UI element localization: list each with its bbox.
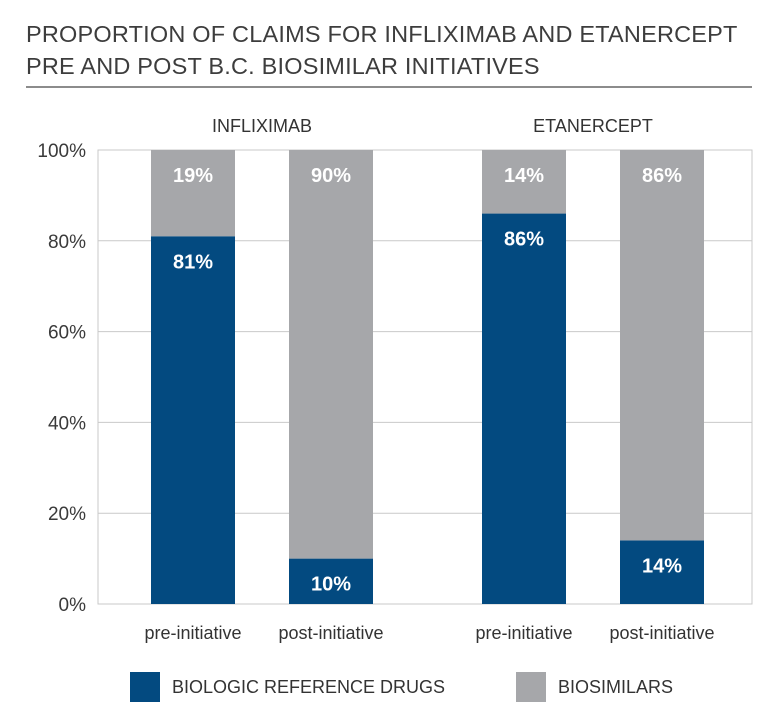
bar-segment-biologic [151,236,235,604]
bar-segment-biosimilars [151,150,235,237]
plot-frame [97,149,753,605]
data-label-biologic: 10% [311,574,351,596]
x-category-label: pre-initiative [475,623,572,643]
x-category-label: pre-initiative [144,623,241,643]
bar-segment-biosimilars [289,150,373,559]
chart-title: PROPORTION OF CLAIMS FOR INFLIXIMAB AND … [26,18,738,82]
data-label-biosimilars: 19% [173,165,213,187]
data-label-biosimilars: 14% [504,165,544,187]
y-tick-label: 100% [37,141,86,162]
legend-label-biologic: BIOLOGIC REFERENCE DRUGS [172,676,446,697]
data-label-biologic: 14% [642,555,682,577]
data-label-biosimilars: 90% [311,165,351,187]
chart-title-line-2: PRE AND POST B.C. BIOSIMILAR INITIATIVES [26,53,540,79]
group-label: ETANERCEPT [533,116,653,136]
bar-segment-biosimilars [620,150,704,541]
legend-item-biosimilars: BIOSIMILARS [516,672,673,702]
legend-label-biosimilars: BIOSIMILARS [558,676,674,697]
legend-item-biologic: BIOLOGIC REFERENCE DRUGS [130,672,445,702]
y-tick-label: 80% [48,232,86,253]
y-tick-label: 60% [48,323,86,344]
y-tick-label: 0% [59,595,87,616]
legend-swatch-biologic [130,672,160,702]
data-label-biologic: 81% [173,251,213,273]
bar-segment-biosimilars [482,150,566,214]
bar-segment-biologic [482,213,566,604]
y-tick-label: 20% [48,504,86,525]
bar-segment-biologic [289,558,373,604]
y-tick-label: 40% [48,413,86,434]
data-label-biosimilars: 86% [642,165,682,187]
chart-title-line-1: PROPORTION OF CLAIMS FOR INFLIXIMAB AND … [26,21,738,47]
title-divider [26,86,752,88]
legend-swatch-biosimilars [516,672,546,702]
bar-segment-biologic [620,540,704,604]
group-label: INFLIXIMAB [212,116,312,136]
data-label-biologic: 86% [504,229,544,251]
x-category-label: post-initiative [609,623,714,643]
x-category-label: post-initiative [278,623,383,643]
